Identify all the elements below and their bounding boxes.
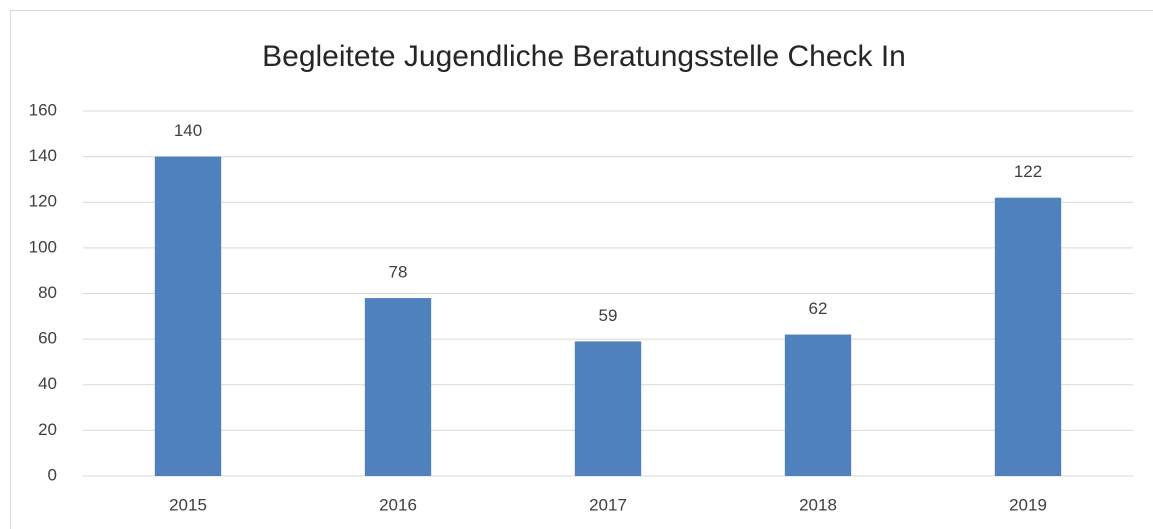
bar xyxy=(994,197,1062,476)
y-tick-label: 100 xyxy=(29,237,57,256)
bar xyxy=(574,341,642,476)
y-tick-label: 40 xyxy=(38,374,57,393)
chart-title: Begleitete Jugendliche Beratungsstelle C… xyxy=(262,40,906,73)
bar xyxy=(154,156,222,476)
x-tick-label: 2016 xyxy=(379,495,417,514)
data-label: 62 xyxy=(809,299,828,318)
x-tick-label: 2017 xyxy=(589,495,627,514)
y-tick-label: 60 xyxy=(38,329,57,348)
x-tick-label: 2019 xyxy=(1009,495,1047,514)
data-label: 78 xyxy=(389,263,408,282)
bar xyxy=(364,298,432,476)
bar xyxy=(784,334,852,476)
data-label: 122 xyxy=(1014,162,1042,181)
y-tick-label: 140 xyxy=(29,146,57,165)
y-tick-label: 20 xyxy=(38,420,57,439)
data-label: 140 xyxy=(174,121,202,140)
x-tick-label: 2015 xyxy=(169,495,207,514)
x-tick-label: 2018 xyxy=(799,495,837,514)
y-tick-label: 0 xyxy=(48,465,57,484)
y-tick-label: 160 xyxy=(29,100,57,119)
y-tick-label: 80 xyxy=(38,283,57,302)
data-label: 59 xyxy=(599,306,618,325)
y-tick-label: 120 xyxy=(29,192,57,211)
